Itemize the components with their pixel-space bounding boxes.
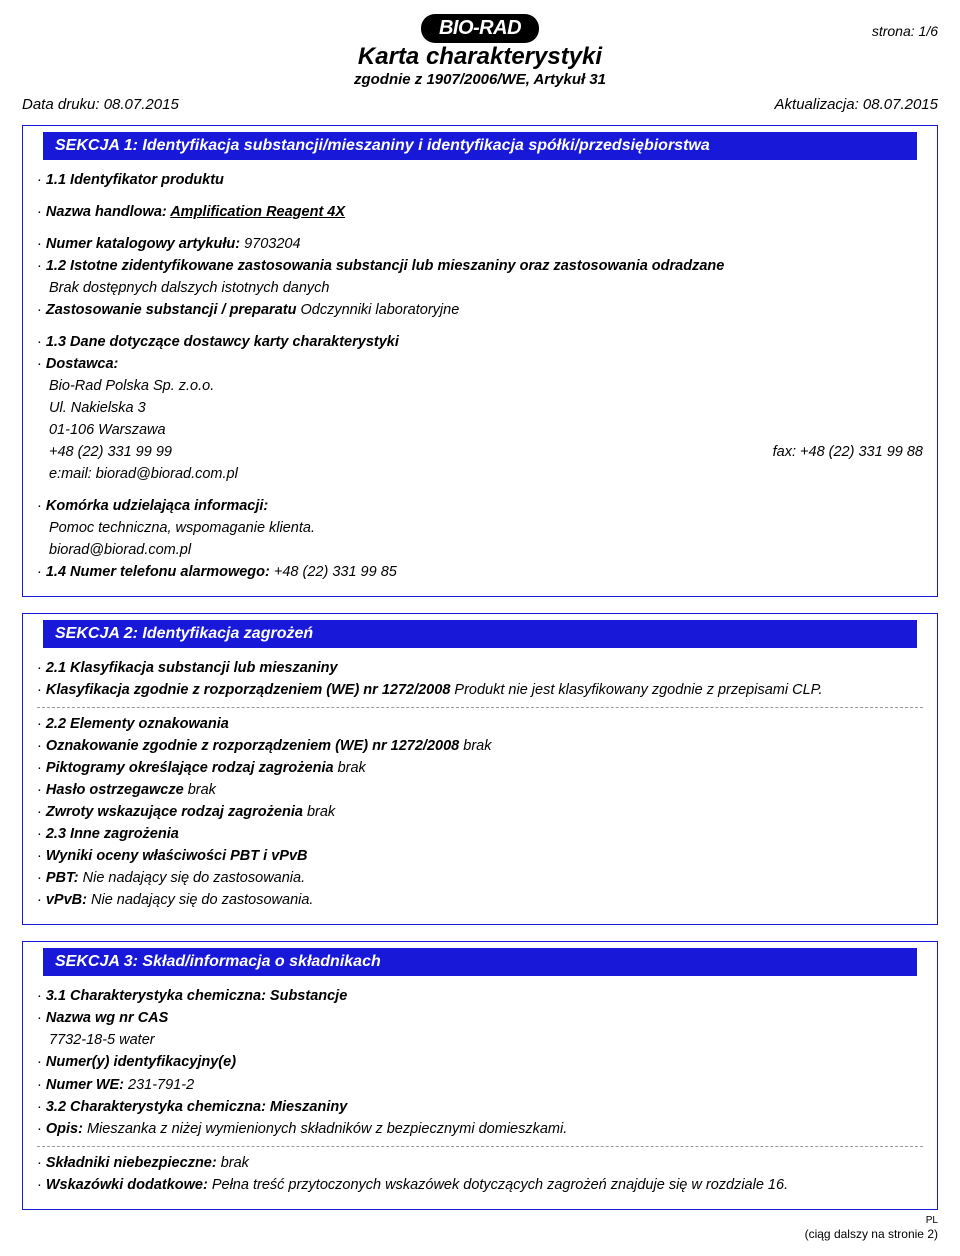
supplier-email: e:mail: biorad@biorad.com.pl <box>37 464 923 485</box>
use-value: Odczynniki laboratoryjne <box>300 302 459 318</box>
section-2: SEKCJA 2: Identyfikacja zagrożeń 2.1 Kla… <box>22 613 938 925</box>
extra-label: Wskazówki dodatkowe: <box>46 1177 212 1193</box>
footer: PL (ciąg dalszy na stronie 2) <box>22 1214 938 1243</box>
vpvb-val: Nie nadający się do zastosowania. <box>91 892 313 908</box>
s12-heading: 1.2 Istotne zidentyfikowane zastosowania… <box>46 258 724 274</box>
supplier-name: Bio-Rad Polska Sp. z.o.o. <box>37 376 923 397</box>
pbt-val: Nie nadający się do zastosowania. <box>83 870 305 886</box>
cas-value: 7732-18-5 water <box>37 1030 923 1051</box>
catalog-value: 9703204 <box>244 236 300 252</box>
info-line2: biorad@biorad.com.pl <box>37 540 923 561</box>
picto-label: Piktogramy określające rodzaj zagrożenia <box>46 760 338 776</box>
trade-label: Nazwa handlowa: <box>46 204 170 220</box>
use-label: Zastosowanie substancji / preparatu <box>46 302 301 318</box>
supplier-street: Ul. Nakielska 3 <box>37 398 923 419</box>
hazard-value: brak <box>307 804 335 820</box>
id-label: Numer(y) identyfikacyjny(e) <box>46 1054 236 1070</box>
class-value: Produkt nie jest klasyfikowany zgodnie z… <box>454 682 822 698</box>
doc-title: Karta charakterystyki <box>22 43 938 71</box>
s11-heading: 1.1 Identyfikator produktu <box>46 172 224 188</box>
section-2-header: SEKCJA 2: Identyfikacja zagrożeń <box>43 620 917 648</box>
label-label: Oznakowanie zgodnie z rozporządzeniem (W… <box>46 738 463 754</box>
extra-value: Pełna treść przytoczonych wskazówek doty… <box>212 1177 788 1193</box>
meta-row: Data druku: 08.07.2015 Aktualizacja: 08.… <box>22 96 938 113</box>
s21-heading: 2.1 Klasyfikacja substancji lub mieszani… <box>46 660 338 676</box>
hazard-label: Zwroty wskazujące rodzaj zagrożenia <box>46 804 307 820</box>
label-value: brak <box>463 738 491 754</box>
info-line1: Pomoc techniczna, wspomaganie klienta. <box>37 518 923 539</box>
s13-heading: 1.3 Dane dotyczące dostawcy karty charak… <box>46 334 399 350</box>
picto-value: brak <box>338 760 366 776</box>
supplier-phone-row: +48 (22) 331 99 99 fax: +48 (22) 331 99 … <box>37 442 923 463</box>
dash-separator-2 <box>37 1146 923 1147</box>
pbt-key: PBT: <box>46 870 83 886</box>
print-date: Data druku: 08.07.2015 <box>22 96 179 113</box>
dash-separator <box>37 707 923 708</box>
supplier-phone: +48 (22) 331 99 99 <box>49 442 172 463</box>
update-date: Aktualizacja: 08.07.2015 <box>775 96 938 113</box>
s32-heading: 3.2 Charakterystyka chemiczna: Mieszanin… <box>46 1099 347 1115</box>
s12-sub: Brak dostępnych dalszych istotnych danyc… <box>37 278 923 299</box>
s22-heading: 2.2 Elementy oznakowania <box>46 716 229 732</box>
vpvb-key: vPvB: <box>46 892 91 908</box>
pbt-heading: Wyniki oceny właściwości PBT i vPvB <box>46 848 308 864</box>
desc-value: Mieszanka z niżej wymienionych składnikó… <box>87 1121 567 1137</box>
s14-label: 1.4 Numer telefonu alarmowego: <box>46 564 274 580</box>
danger-value: brak <box>221 1155 249 1171</box>
cas-label: Nazwa wg nr CAS <box>46 1010 168 1026</box>
section-1: SEKCJA 1: Identyfikacja substancji/miesz… <box>22 125 938 597</box>
we-value: 231-791-2 <box>128 1077 194 1093</box>
class-label: Klasyfikacja zgodnie z rozporządzeniem (… <box>46 682 455 698</box>
footer-lang: PL <box>22 1214 938 1227</box>
supplier-label: Dostawca: <box>46 356 119 372</box>
s14-value: +48 (22) 331 99 85 <box>274 564 397 580</box>
signal-value: brak <box>188 782 216 798</box>
we-label: Numer WE: <box>46 1077 128 1093</box>
trade-value: Amplification Reagent 4X <box>170 204 345 220</box>
catalog-label: Numer katalogowy artykułu: <box>46 236 244 252</box>
danger-label: Składniki niebezpieczne: <box>46 1155 221 1171</box>
supplier-fax: fax: +48 (22) 331 99 88 <box>773 442 923 463</box>
doc-subtitle: zgodnie z 1907/2006/WE, Artykuł 31 <box>22 71 938 88</box>
signal-label: Hasło ostrzegawcze <box>46 782 188 798</box>
s31-heading: 3.1 Charakterystyka chemiczna: Substancj… <box>46 988 347 1004</box>
supplier-city: 01-106 Warszawa <box>37 420 923 441</box>
footer-continued: (ciąg dalszy na stronie 2) <box>22 1227 938 1243</box>
biorad-logo: BIO-RAD <box>421 14 539 43</box>
section-1-header: SEKCJA 1: Identyfikacja substancji/miesz… <box>43 132 917 160</box>
section-3-header: SEKCJA 3: Skład/informacja o składnikach <box>43 948 917 976</box>
s23-heading: 2.3 Inne zagrożenia <box>46 826 179 842</box>
info-label: Komórka udzielająca informacji: <box>46 498 268 514</box>
desc-label: Opis: <box>46 1121 87 1137</box>
section-3: SEKCJA 3: Skład/informacja o składnikach… <box>22 941 938 1209</box>
